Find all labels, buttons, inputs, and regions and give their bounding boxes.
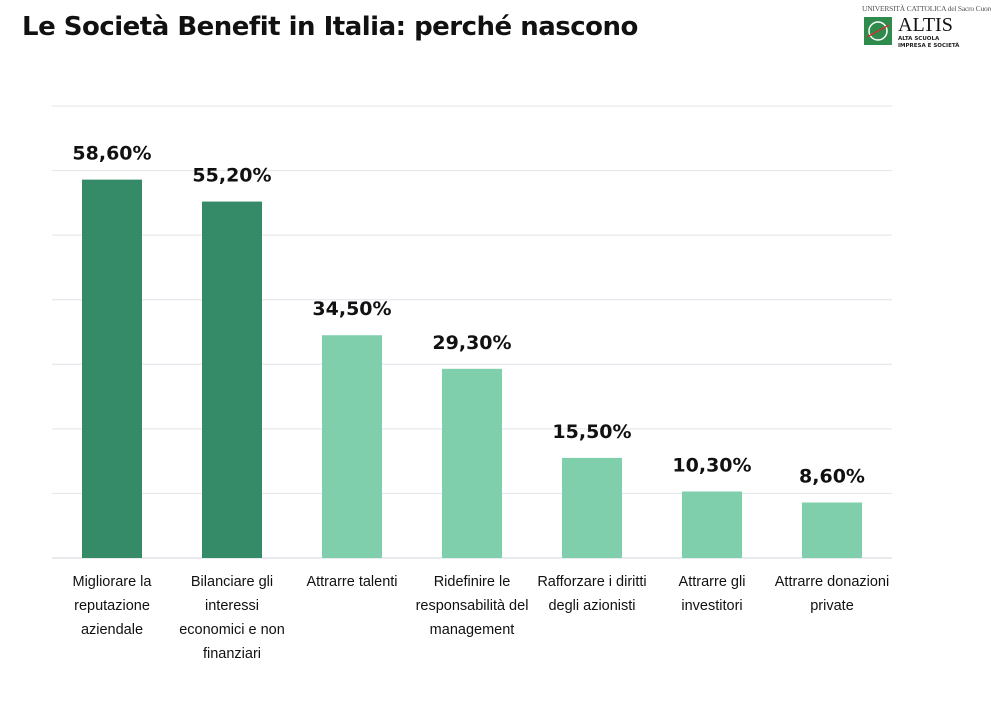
category-label: Attrarre donazioni private: [774, 574, 890, 614]
bar: [202, 201, 262, 558]
category-label: Migliorare la reputazione aziendale: [72, 574, 152, 638]
logo-name: ALTIS: [898, 14, 953, 36]
data-label: 15,50%: [552, 421, 631, 443]
category-label: Bilanciare gli interessi economici e non…: [179, 574, 285, 662]
page-title: Le Società Benefit in Italia: perché nas…: [22, 12, 638, 42]
bar: [82, 179, 142, 558]
category-label: Ridefinire le responsabilità del managem…: [415, 574, 529, 638]
logo-emblem-icon: [864, 17, 892, 45]
data-label: 10,30%: [672, 454, 751, 476]
category-label: Attrarre talenti: [306, 574, 398, 590]
data-label: 29,30%: [432, 332, 511, 354]
data-label: 34,50%: [312, 298, 391, 320]
bar: [442, 368, 502, 558]
bar: [802, 502, 862, 558]
data-label: 58,60%: [72, 143, 151, 165]
logo-subtitle: ALTA SCUOLA IMPRESA E SOCIETÀ: [898, 36, 960, 49]
bar: [682, 491, 742, 558]
category-label: Attrarre gli investitori: [678, 574, 746, 614]
data-label: 55,20%: [192, 165, 271, 187]
bar: [322, 335, 382, 558]
data-label: 8,60%: [799, 465, 865, 487]
logo-university: UNIVERSITÀ CATTOLICA del Sacro Cuore: [862, 4, 991, 13]
category-label: Rafforzare i diritti degli azionisti: [537, 574, 647, 614]
bar: [562, 457, 622, 558]
altis-logo: UNIVERSITÀ CATTOLICA del Sacro Cuore ALT…: [862, 4, 991, 50]
